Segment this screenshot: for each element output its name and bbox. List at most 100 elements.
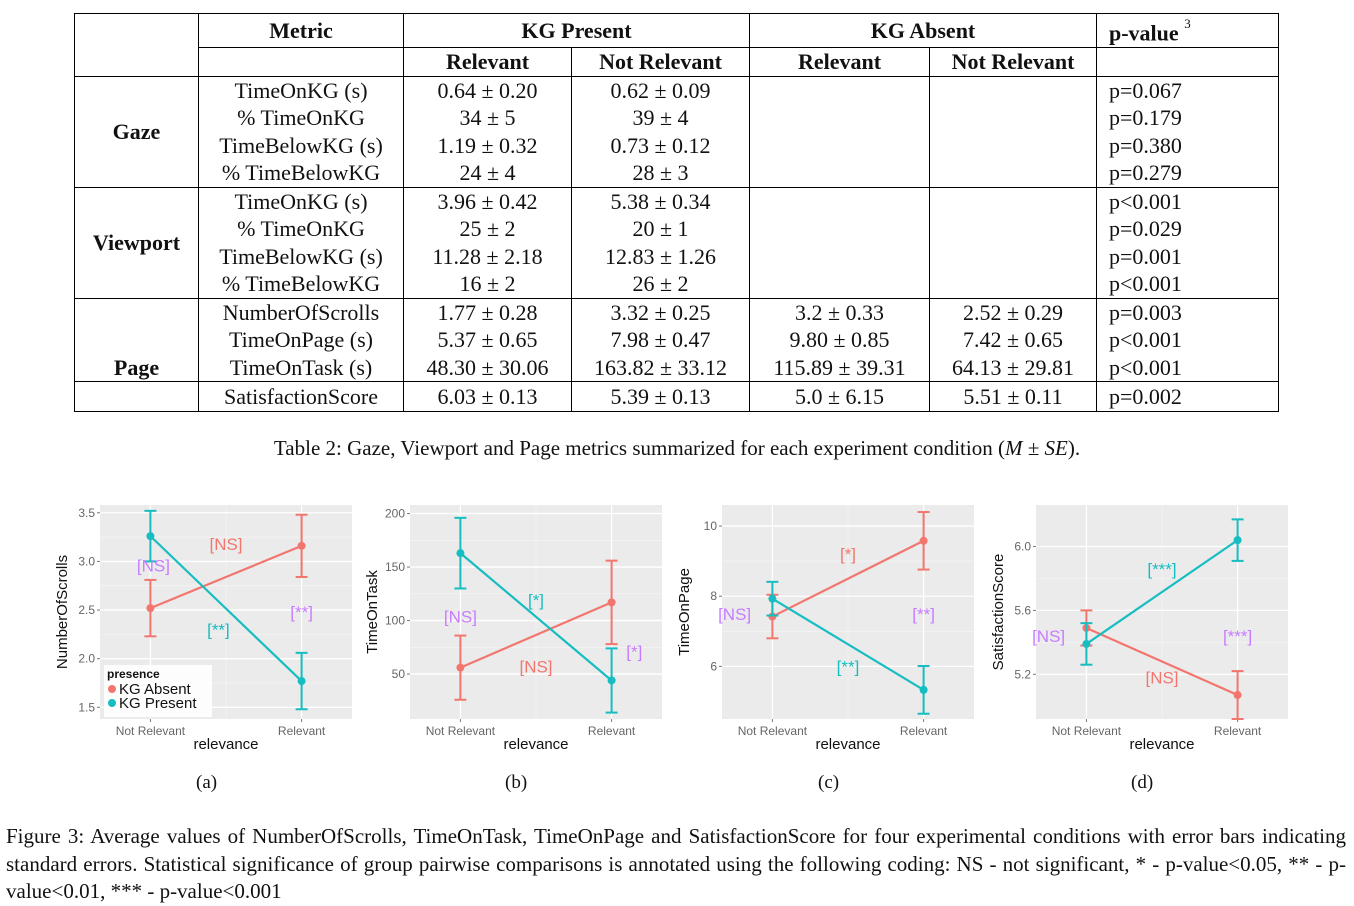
table-row: % TimeBelowKG 16 ± 2 26 ± 2 p<0.001: [75, 270, 1279, 299]
present-not-relevant-cell: 26 ± 2: [571, 270, 750, 299]
metric-cell: TimeBelowKG (s): [198, 242, 404, 271]
x-axis-title: relevance: [193, 736, 258, 753]
data-point: [607, 676, 616, 685]
present-relevant-cell: 1.77 ± 0.28: [403, 297, 572, 327]
chart-b-svg: 50 100 150 200 Not Relevant Relevant relevance…: [364, 505, 662, 753]
y-axis-title: NumberOfScrolls: [54, 555, 71, 669]
chart-d: 5.2 5.6 6.0 Not Relevant Relevant relevance Sa…: [988, 495, 1288, 762]
absent-relevant-cell: 115.89 ± 39.31: [749, 353, 930, 382]
metric-cell: % TimeBelowKG: [198, 159, 404, 188]
table-row: Viewport TimeOnKG (s) 3.96 ± 0.42 5.38 ± 0.…: [74, 186, 1279, 299]
absent-not-relevant-cell: 5.51 ± 0.11: [929, 381, 1097, 412]
present-not-relevant-cell: 0.73 ± 0.12: [571, 131, 750, 160]
x-tick-label: Relevant: [588, 724, 636, 738]
present-relevant-cell: 48.30 ± 30.06: [403, 353, 572, 382]
present-not-relevant-cell: 12.83 ± 1.26: [571, 242, 750, 271]
pvalue-cell: p<0.001: [1096, 186, 1279, 216]
pvalue-cell: p=0.179: [1096, 104, 1279, 132]
data-point: [919, 536, 928, 545]
pvalue-cell: p=0.002: [1096, 381, 1279, 412]
y-axis-title: TimeOnTask: [364, 570, 381, 654]
y-tick-label: 6.0: [1014, 540, 1031, 554]
x-axis-title: relevance: [1129, 736, 1194, 753]
metric-cell: NumberOfScrolls: [198, 297, 404, 327]
y-tick-label: 150: [385, 560, 405, 574]
y-axis-title: SatisfactionScore: [990, 554, 1007, 671]
significance-annotation: [NS]: [1032, 627, 1065, 646]
series-line: [149, 544, 303, 610]
present-not-relevant-cell: 3.32 ± 0.25: [571, 297, 750, 327]
y-tick-label: 2.0: [78, 652, 95, 666]
significance-annotation: [NS]: [519, 658, 552, 677]
absent-not-relevant-header: Not Relevant: [929, 47, 1097, 77]
series-line: [1085, 539, 1239, 645]
metric-cell: % TimeBelowKG: [198, 270, 404, 299]
table-row: % TimeOnKG 25 ± 2 20 ± 1 p=0.029: [75, 215, 1279, 243]
x-tick-label: Not Relevant: [426, 724, 496, 738]
absent-not-relevant-cell: [929, 242, 1097, 271]
pvalue-cell: p=0.067: [1096, 75, 1279, 105]
table-row: % TimeOnKG 34 ± 5 39 ± 4 p=0.179: [75, 104, 1279, 132]
absent-not-relevant-cell: [929, 131, 1097, 160]
absent-not-relevant-cell: 7.42 ± 0.65: [929, 326, 1097, 354]
pvalue-cell: p=0.001: [1096, 242, 1279, 271]
metric-cell: TimeOnPage (s): [198, 326, 404, 354]
y-tick-label: 6: [710, 659, 717, 673]
significance-annotation: [NS]: [209, 535, 242, 554]
absent-not-relevant-cell: [929, 159, 1097, 188]
footnote-marker: 3: [1184, 16, 1191, 31]
y-tick-label: 1.5: [78, 700, 95, 714]
table-row: TimeOnTask (s) 48.30 ± 30.06 163.82 ± 33.1…: [75, 353, 1279, 382]
group-label: Viewport: [74, 186, 199, 299]
absent-relevant-cell: 5.0 ± 6.15: [749, 381, 930, 412]
significance-annotation: [*]: [528, 591, 544, 610]
x-tick-label: Relevant: [278, 724, 326, 738]
metric-cell: TimeBelowKG (s): [198, 131, 404, 160]
legend-title: presence: [107, 667, 160, 681]
series-line: [1085, 626, 1239, 697]
x-tick-label: Not Relevant: [738, 724, 808, 738]
chart-a-svg: 1.5 2.0 2.5 3.0 3.5 Not Relevant Relevant relev…: [54, 505, 352, 753]
x-tick-label: Relevant: [900, 724, 948, 738]
pvalue-cell: p=0.279: [1096, 159, 1279, 188]
x-tick-label: Relevant: [1214, 724, 1262, 738]
present-relevant-header: Relevant: [403, 47, 572, 77]
y-tick-label: 10: [704, 519, 718, 533]
absent-not-relevant-cell: [929, 104, 1097, 132]
data-point: [1233, 691, 1242, 700]
absent-relevant-cell: [749, 270, 930, 299]
absent-relevant-cell: [749, 159, 930, 188]
significance-annotation: [**]: [912, 605, 935, 624]
figure-caption: Figure 3: Average values of NumberOfScro…: [6, 824, 1346, 903]
present-not-relevant-header: Not Relevant: [571, 47, 750, 77]
significance-annotation: [*]: [840, 545, 856, 564]
significance-annotation: [NS]: [444, 607, 477, 626]
data-point: [297, 677, 306, 686]
y-tick-label: 2.5: [78, 603, 95, 617]
data-point: [1082, 639, 1091, 648]
absent-not-relevant-cell: 64.13 ± 29.81: [929, 353, 1097, 382]
absent-relevant-cell: [749, 104, 930, 132]
chart-d-svg: 5.2 5.6 6.0 Not Relevant Relevant relevance Sa…: [990, 505, 1288, 753]
y-tick-label: 5.6: [1014, 603, 1031, 617]
pvalue-cell: p=0.380: [1096, 131, 1279, 160]
y-tick-label: 50: [392, 667, 406, 681]
y-tick-label: 3.5: [78, 506, 95, 520]
absent-not-relevant-cell: [929, 186, 1097, 216]
legend-marker: [108, 699, 116, 707]
table-row: Gaze TimeOnKG (s) 0.64 ± 0.20 0.62 ± 0.09 p=…: [74, 75, 1279, 188]
absent-not-relevant-cell: [929, 75, 1097, 105]
series-line: [771, 597, 925, 691]
absent-not-relevant-cell: 2.52 ± 0.29: [929, 297, 1097, 327]
absent-not-relevant-cell: [929, 270, 1097, 299]
present-relevant-cell: 16 ± 2: [403, 270, 572, 299]
data-point: [1233, 536, 1242, 545]
absent-relevant-cell: [749, 186, 930, 216]
present-not-relevant-cell: 28 ± 3: [571, 159, 750, 188]
pvalue-header: p-value 3: [1096, 13, 1279, 48]
pvalue-cell: p<0.001: [1096, 353, 1279, 382]
chart-a: 1.5 2.0 2.5 3.0 3.5 Not Relevant Relevant relev…: [52, 495, 352, 762]
data-point: [919, 685, 928, 694]
pvalue-cell: p=0.029: [1096, 215, 1279, 243]
present-not-relevant-cell: 5.39 ± 0.13: [571, 381, 750, 412]
